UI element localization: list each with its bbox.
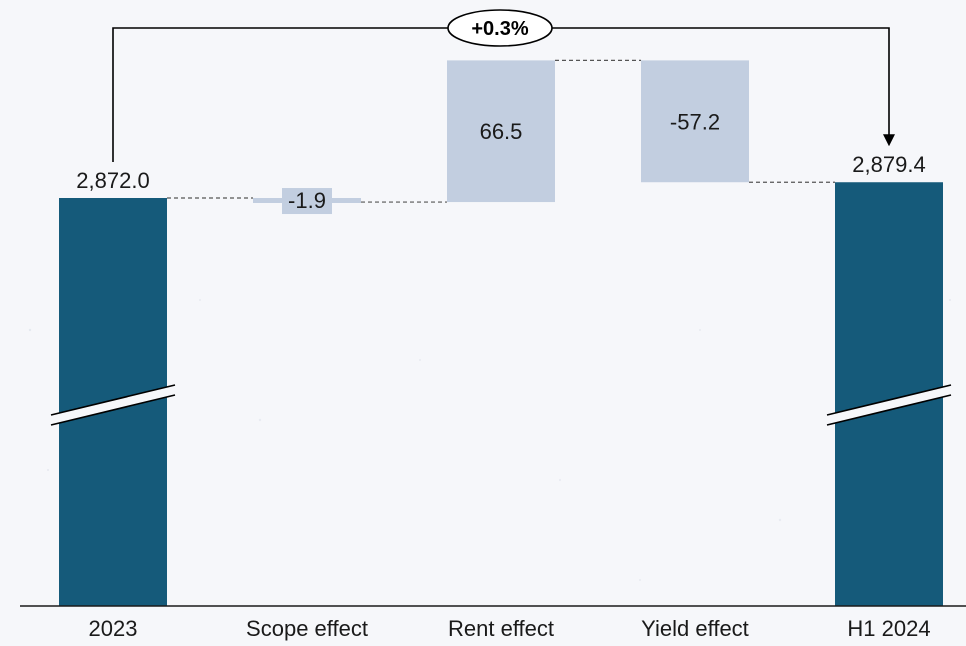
value-label-rent-effect: 66.5	[480, 119, 523, 144]
category-label-rent-effect: Rent effect	[448, 616, 554, 641]
axis-break-marks	[50, 384, 952, 426]
connector-lines	[167, 59, 835, 203]
bar-rent-effect	[447, 60, 555, 203]
category-label-scope-effect: Scope effect	[246, 616, 368, 641]
change-label: +0.3%	[471, 18, 528, 40]
bar-yield-effect	[641, 60, 749, 183]
break-gap-h1-2024	[827, 385, 951, 425]
value-label-scope-effect: -1.9	[288, 188, 326, 213]
value-label-h1-2024: 2,879.4	[852, 152, 925, 177]
category-label-h1-2024: H1 2024	[847, 616, 930, 641]
value-badge-scope-effect	[282, 188, 332, 215]
bars	[59, 60, 943, 606]
change-indicator: +0.3%	[112, 9, 895, 162]
category-label-2023: 2023	[89, 616, 138, 641]
break-line-lower-2023	[50, 394, 176, 426]
break-line-upper-2023	[50, 384, 176, 416]
break-mark-h1-2024	[826, 384, 952, 426]
category-labels: 2023 Scope effect Rent effect Yield effect H…	[89, 616, 931, 641]
value-label-yield-effect: -57.2	[670, 109, 720, 134]
break-mark-2023	[50, 384, 176, 426]
value-label-2023: 2,872.0	[76, 168, 149, 193]
background-texture	[28, 299, 951, 581]
break-line-upper-h1-2024	[826, 384, 952, 416]
category-label-yield-effect: Yield effect	[641, 616, 749, 641]
change-badge	[447, 9, 553, 47]
value-labels: 2,872.0 -1.9 66.5 -57.2 2,879.4	[76, 109, 925, 213]
break-line-lower-h1-2024	[826, 394, 952, 426]
break-gap-2023	[51, 385, 175, 425]
